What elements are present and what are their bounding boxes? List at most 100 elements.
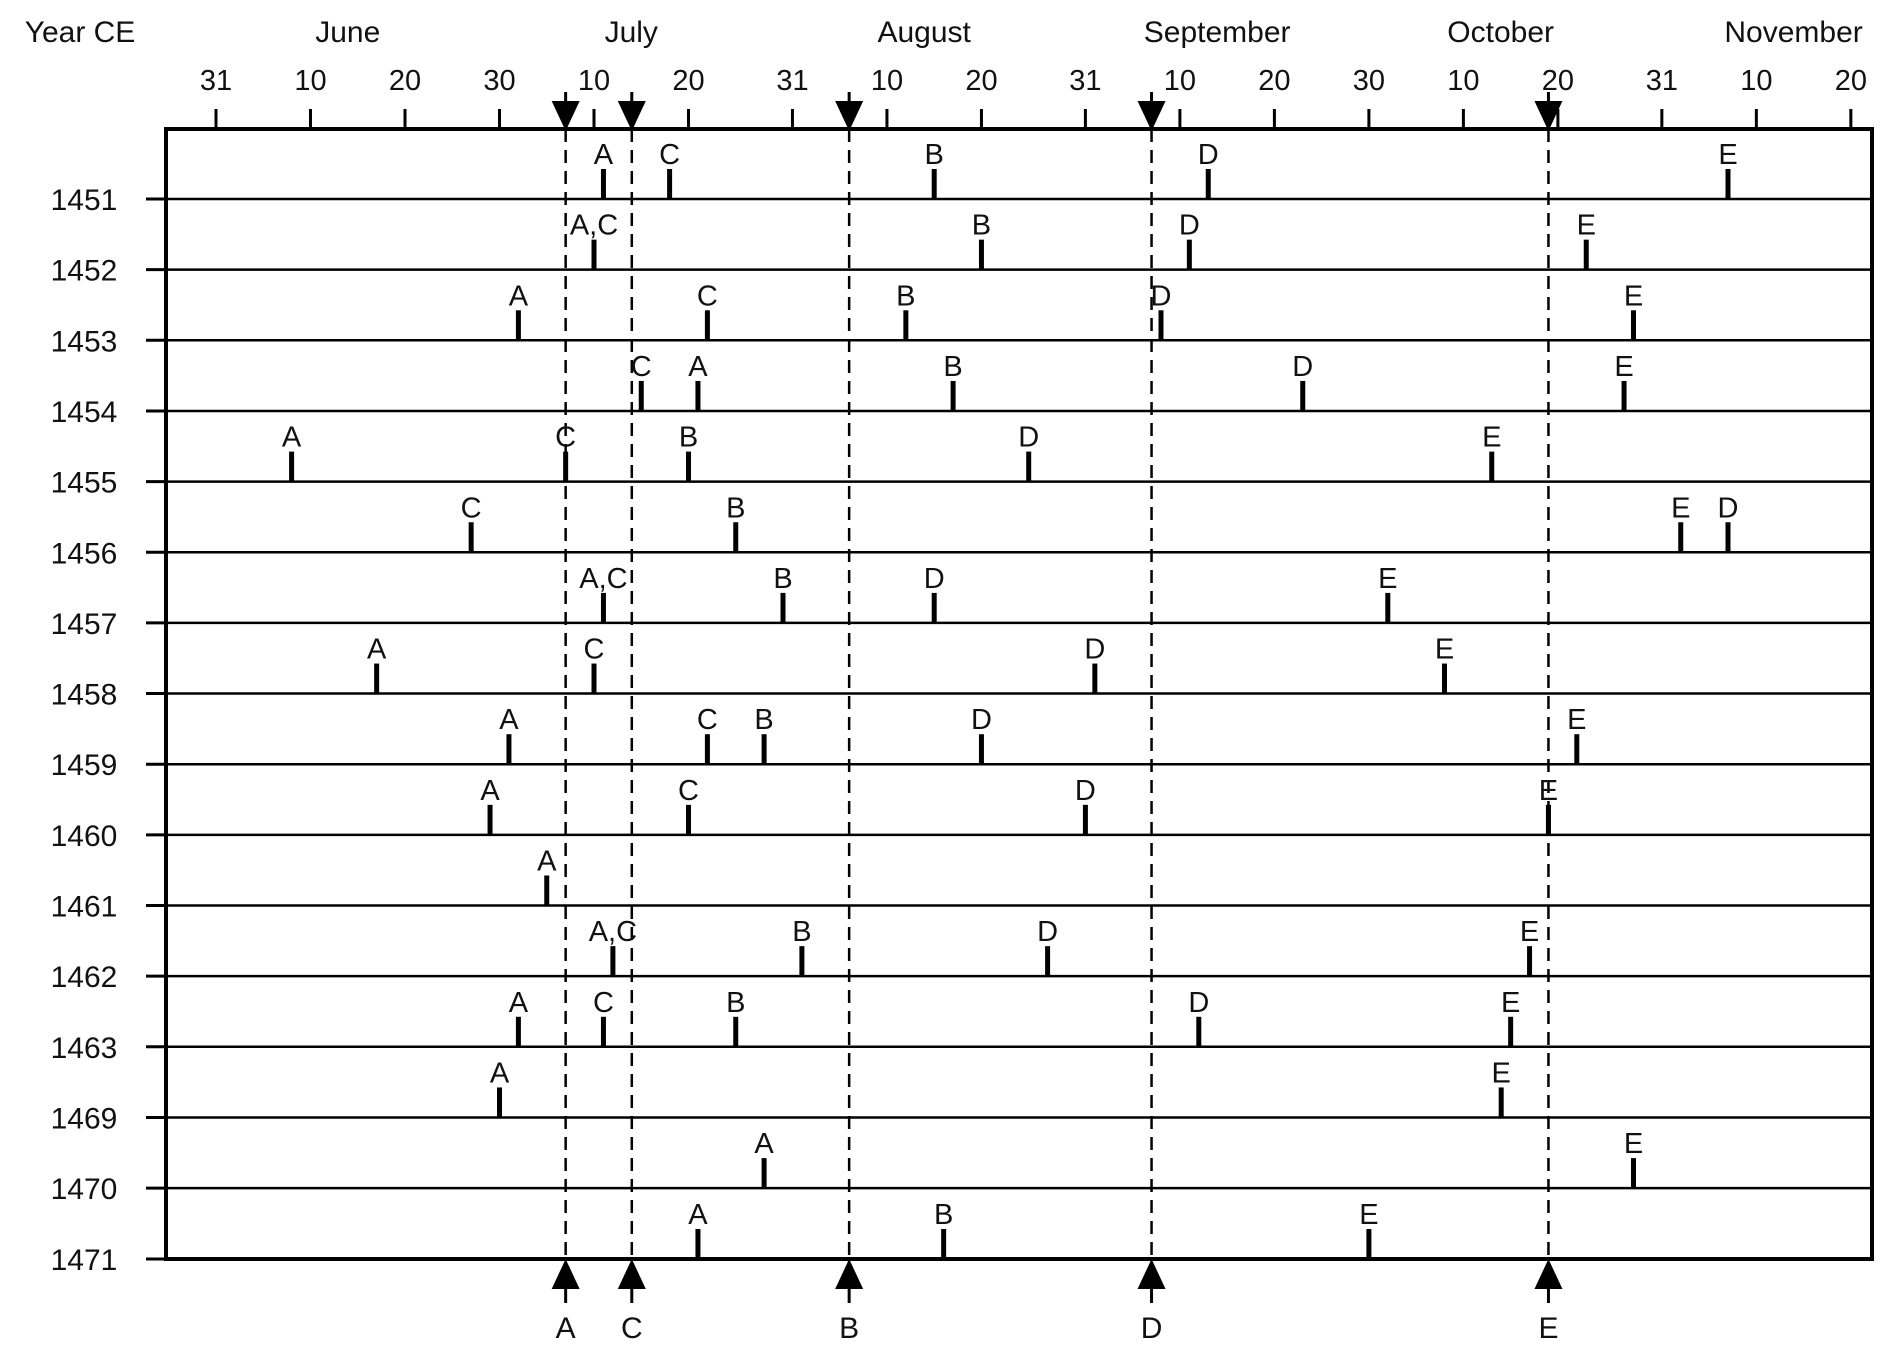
event-label: E — [1501, 987, 1520, 1019]
year-label: 1455 — [51, 467, 118, 500]
event-label: D — [1198, 139, 1219, 171]
event-label: D — [1084, 634, 1105, 666]
event-label: D — [1037, 916, 1058, 948]
day-tick-label: 20 — [965, 65, 997, 97]
day-tick-label: 20 — [1258, 65, 1290, 97]
day-tick-label: 10 — [1740, 65, 1772, 97]
event-label: B — [934, 1199, 953, 1231]
plot-frame — [164, 127, 1874, 1261]
event-label: A — [509, 987, 529, 1019]
event-label: E — [1359, 1199, 1378, 1231]
reference-label: C — [621, 1312, 643, 1345]
year-label: 1461 — [51, 891, 118, 924]
event-label: C — [631, 351, 652, 383]
year-label: 1452 — [51, 255, 118, 288]
year-label: 1451 — [51, 184, 118, 217]
bottom-arrow — [1137, 1259, 1166, 1289]
year-label: 1456 — [51, 537, 118, 570]
year-label: 1457 — [51, 608, 118, 641]
event-label: B — [726, 987, 745, 1019]
event-label: E — [1614, 351, 1633, 383]
event-label: E — [1671, 492, 1690, 524]
event-label: E — [1624, 1128, 1643, 1160]
bottom-arrow — [835, 1259, 864, 1289]
day-tick-label: 31 — [776, 65, 808, 97]
day-tick-label: 10 — [1164, 65, 1196, 97]
reference-label: B — [839, 1312, 859, 1345]
year-label: 1458 — [51, 679, 118, 712]
event-label: A — [537, 846, 557, 878]
event-label: B — [943, 351, 962, 383]
year-rows: 1451 1452 1453 1454 1455 1456 1457 1458 1459 1460… — [51, 184, 1872, 1277]
day-tick-label: 30 — [1353, 65, 1385, 97]
month-label: August — [877, 16, 971, 49]
day-tick-label: 10 — [294, 65, 326, 97]
reference-lines: A C B D E — [551, 92, 1563, 1345]
year-label: 1470 — [51, 1173, 118, 1206]
event-label: A,C — [570, 210, 618, 242]
event-label: A — [688, 1199, 708, 1231]
month-label: June — [315, 16, 380, 49]
year-label: 1453 — [51, 325, 118, 358]
event-label: A — [688, 351, 708, 383]
event-label: A,C — [589, 916, 637, 948]
event-label: E — [1482, 422, 1501, 454]
year-label: 1463 — [51, 1032, 118, 1065]
event-label: B — [754, 704, 773, 736]
event-label: B — [972, 210, 991, 242]
month-label: July — [605, 16, 658, 49]
event-label: C — [584, 634, 605, 666]
day-tick-label: 20 — [672, 65, 704, 97]
event-label: C — [659, 139, 680, 171]
top-arrow — [1137, 101, 1166, 131]
day-ticks: 31 10 20 30 10 20 31 10 20 31 10 20 30 10 20 31 10 20 — [200, 65, 1867, 129]
month-label: October — [1447, 16, 1554, 49]
event-label: E — [1539, 775, 1558, 807]
top-arrow — [835, 101, 864, 131]
reference-label: E — [1538, 1312, 1558, 1345]
event-label: D — [1151, 280, 1172, 312]
year-label: 1454 — [51, 396, 118, 429]
event-label: E — [1624, 280, 1643, 312]
event-label: E — [1378, 563, 1397, 595]
event-label: A — [282, 422, 302, 454]
year-label: 1462 — [51, 961, 118, 994]
event-label: D — [1075, 775, 1096, 807]
year-label: 1471 — [51, 1244, 118, 1277]
event-marks: A C B D EA,C B D EA C B D EC A B D EA C B D EC B E DA,C B D EA C D E… — [282, 139, 1739, 1259]
event-label: E — [1435, 634, 1454, 666]
year-axis-label: Year CE — [25, 16, 136, 49]
event-label: D — [1018, 422, 1039, 454]
event-label: C — [697, 704, 718, 736]
event-label: D — [1179, 210, 1200, 242]
event-label: C — [593, 987, 614, 1019]
top-arrow — [617, 101, 646, 131]
event-label: C — [678, 775, 699, 807]
reference-label: D — [1141, 1312, 1163, 1345]
event-label: B — [679, 422, 698, 454]
day-tick-label: 20 — [389, 65, 421, 97]
year-label: 1469 — [51, 1102, 118, 1135]
event-label: D — [924, 563, 945, 595]
event-label: D — [1292, 351, 1313, 383]
event-label: E — [1567, 704, 1586, 736]
event-label: C — [697, 280, 718, 312]
event-label: E — [1718, 139, 1737, 171]
event-label: A — [499, 704, 519, 736]
event-label: D — [1718, 492, 1739, 524]
event-label: B — [773, 563, 792, 595]
event-label: D — [1188, 987, 1209, 1019]
month-label: September — [1144, 16, 1291, 49]
event-label: A — [509, 280, 529, 312]
event-label: A — [490, 1057, 510, 1089]
event-label: C — [461, 492, 482, 524]
bottom-arrow — [551, 1259, 580, 1289]
year-label: 1460 — [51, 820, 118, 853]
event-label: B — [896, 280, 915, 312]
event-label: D — [971, 704, 992, 736]
day-tick-label: 10 — [871, 65, 903, 97]
top-arrow — [1534, 101, 1563, 131]
event-label: B — [792, 916, 811, 948]
event-label: E — [1492, 1057, 1511, 1089]
